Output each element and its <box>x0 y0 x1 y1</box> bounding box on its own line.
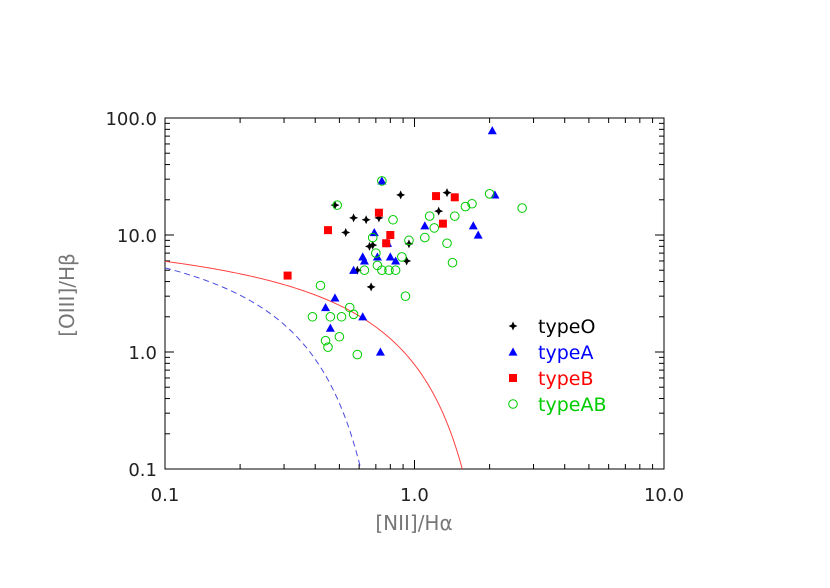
y-tick-labels: 0.1 1.0 10.0 100.0 <box>105 109 157 481</box>
point-typeab <box>359 265 370 276</box>
x-tick-labels: 0.1 1.0 10.0 <box>151 485 684 506</box>
legend-label-typeo: typeO <box>538 316 595 338</box>
x-tick-label: 0.1 <box>151 485 180 506</box>
point-typea <box>358 312 368 321</box>
point-typea <box>420 221 430 230</box>
point-typeb <box>374 208 383 217</box>
legend-marker-typeb <box>509 374 517 382</box>
point-typeab <box>449 211 460 221</box>
point-typea <box>487 126 497 135</box>
point-typeab <box>307 311 318 322</box>
point-typeab <box>325 311 336 322</box>
point-typeb <box>438 219 447 228</box>
point-typea <box>359 256 369 265</box>
point-typeb <box>450 193 459 202</box>
point-typeab <box>424 211 435 221</box>
x-tick-label: 10.0 <box>644 485 684 506</box>
y-axis-label: [OIII]/Hβ <box>55 253 79 337</box>
point-typeab <box>371 248 381 258</box>
x-tick-label: 1.0 <box>400 485 429 506</box>
point-typea <box>385 252 395 261</box>
point-typea <box>330 293 340 302</box>
data-points <box>283 126 527 360</box>
point-typeo <box>396 190 406 200</box>
point-typeab <box>372 260 383 271</box>
point-typeab <box>390 265 401 276</box>
point-typeo <box>368 240 378 250</box>
point-typeab <box>484 188 495 199</box>
point-typeab <box>442 238 452 249</box>
point-typeab <box>467 198 477 209</box>
point-typea <box>369 228 379 237</box>
point-typeab <box>332 200 343 210</box>
legend-marker-typeab <box>508 399 518 409</box>
point-typeb <box>432 192 441 201</box>
point-typea <box>391 256 401 265</box>
point-typeab <box>352 349 363 360</box>
point-typea <box>349 265 359 274</box>
point-typeo <box>404 239 414 249</box>
point-typeab <box>388 214 398 225</box>
y-tick-label: 0.1 <box>128 460 157 481</box>
point-typeab <box>397 252 407 262</box>
point-typeab <box>447 257 458 268</box>
point-typeo <box>434 206 444 216</box>
point-typeab <box>460 201 471 212</box>
point-typeab <box>323 342 333 352</box>
y-tick-label: 10.0 <box>117 226 157 247</box>
point-typeab <box>377 176 387 186</box>
point-typeab <box>367 232 378 243</box>
point-typeo <box>402 256 412 266</box>
point-typeo <box>442 188 452 198</box>
point-typea <box>473 230 483 239</box>
point-typeab <box>400 291 411 301</box>
point-typeab <box>384 265 394 276</box>
point-typeb <box>323 226 332 235</box>
point-typeab <box>336 311 347 322</box>
x-axis-label: [NII]/Hα <box>375 511 452 535</box>
point-typeab <box>429 223 440 233</box>
kauffmann-curve <box>165 260 463 469</box>
legend-label-typeb: typeB <box>538 368 593 390</box>
point-typeab <box>404 235 414 246</box>
point-typeo <box>349 213 359 223</box>
point-typeo <box>366 282 376 292</box>
point-typeab <box>320 335 331 346</box>
point-typeab <box>334 331 345 342</box>
point-typeab <box>517 203 527 213</box>
legend-label-typea: typeA <box>538 342 593 364</box>
point-typea <box>321 303 331 312</box>
legend-label-typeab: typeAB <box>538 394 606 416</box>
point-typea <box>375 347 385 356</box>
plot-frame <box>164 117 665 470</box>
point-typeo <box>330 200 340 210</box>
point-typeo <box>341 228 351 238</box>
point-typeo <box>364 241 374 251</box>
point-typea <box>377 176 387 185</box>
point-typeab <box>420 232 430 243</box>
legend-marker-typeo <box>508 321 518 331</box>
axis-ticks <box>164 117 665 470</box>
point-typea <box>372 252 382 261</box>
point-typea <box>325 323 335 332</box>
point-typeab <box>348 309 359 320</box>
point-typea <box>468 221 478 230</box>
point-typeb <box>382 239 391 248</box>
point-typeab <box>315 280 326 291</box>
point-typeab <box>377 265 387 276</box>
point-typeo <box>361 215 371 225</box>
point-typeo <box>374 213 384 223</box>
y-tick-label: 1.0 <box>128 343 157 364</box>
legend-marker-typea <box>508 347 518 356</box>
point-typeb <box>283 271 292 280</box>
y-tick-label: 100.0 <box>105 109 157 130</box>
legend: typeO typeA typeB typeAB <box>508 316 606 416</box>
kewley-curve <box>165 267 362 469</box>
point-typeb <box>386 231 395 239</box>
demarcation-curves <box>165 260 463 469</box>
point-typeo <box>352 265 362 275</box>
